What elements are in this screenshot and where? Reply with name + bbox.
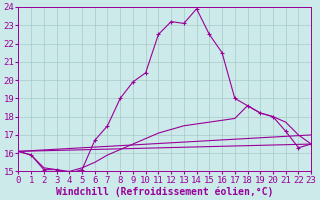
X-axis label: Windchill (Refroidissement éolien,°C): Windchill (Refroidissement éolien,°C) [56, 186, 274, 197]
